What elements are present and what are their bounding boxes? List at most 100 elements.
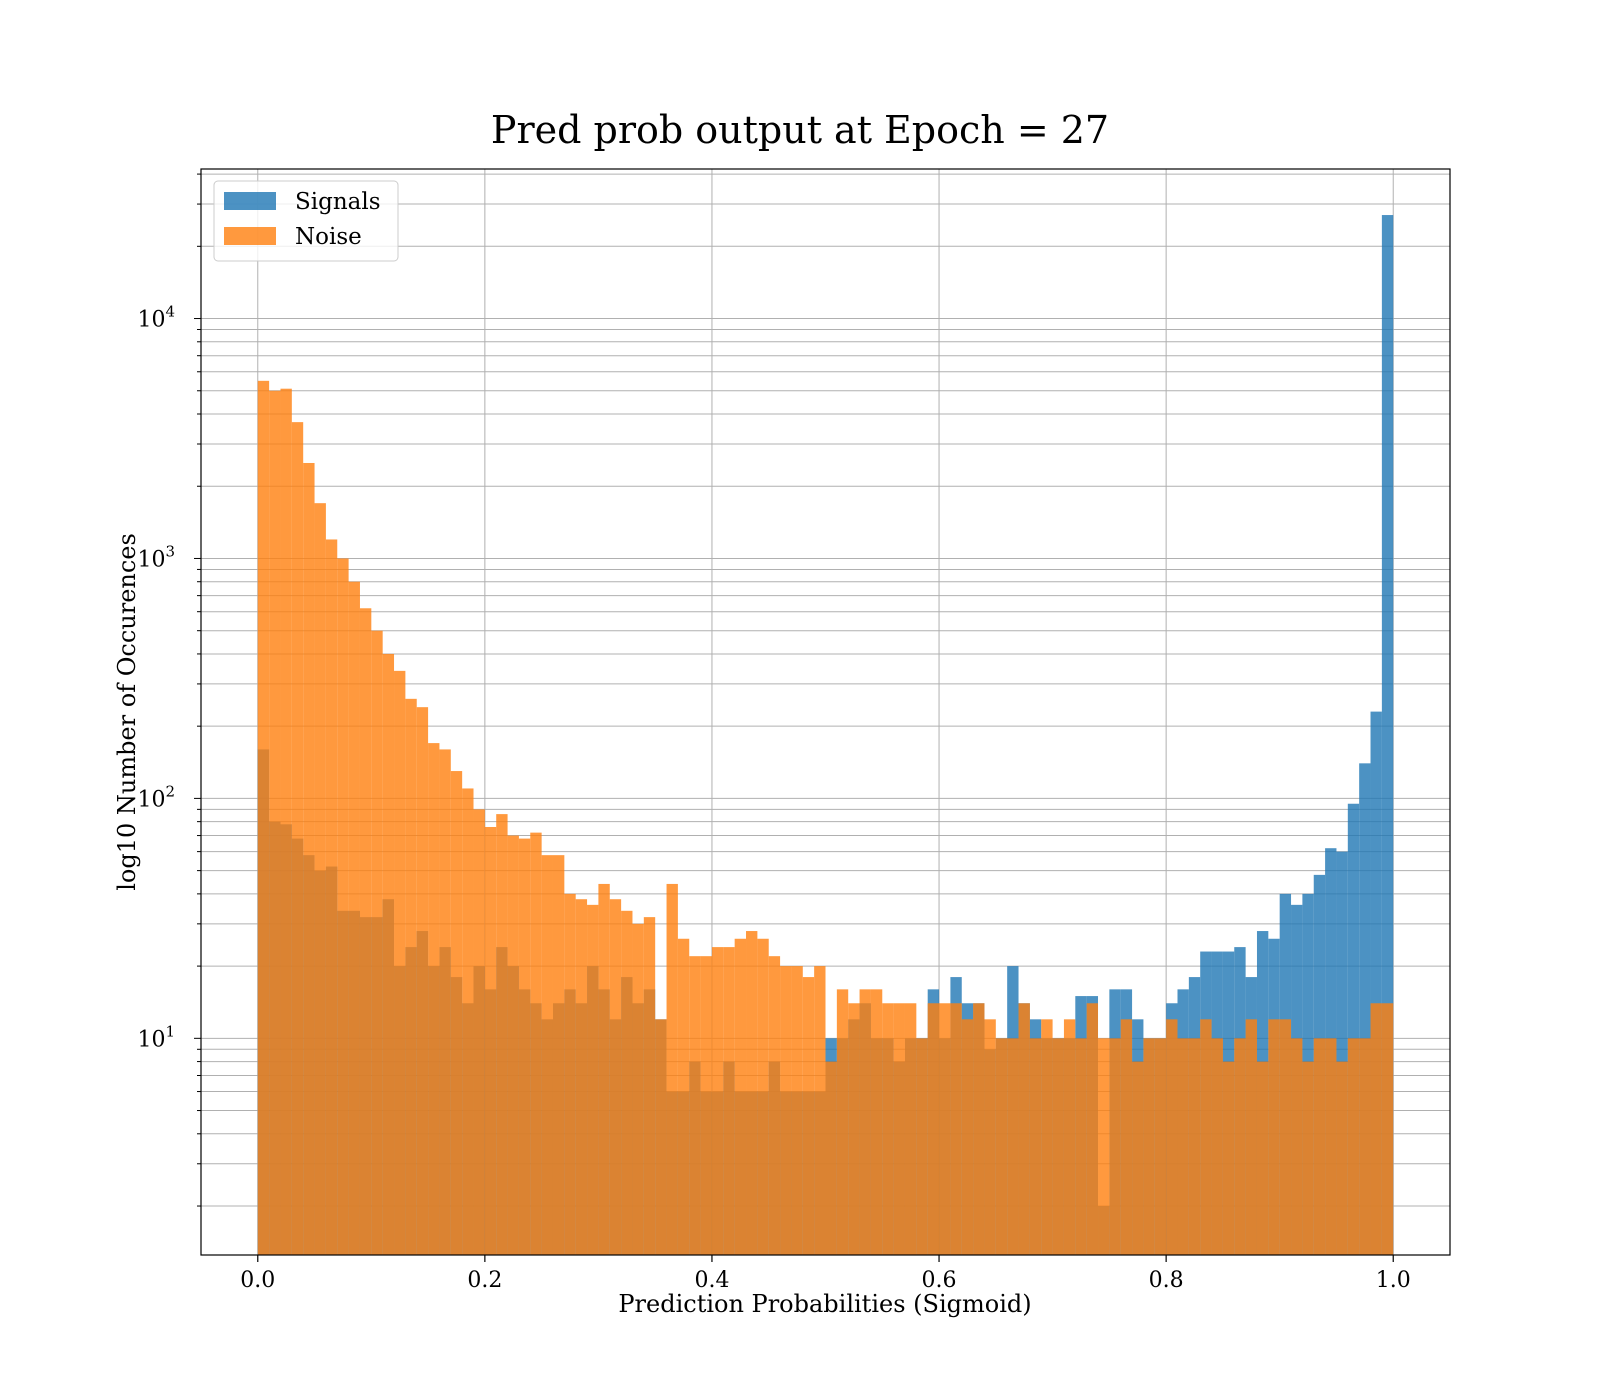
noise-bar — [280, 388, 292, 1255]
noise-bar — [870, 989, 883, 1255]
noise-bar — [757, 938, 769, 1255]
noise-bar — [1166, 1019, 1178, 1255]
noise-bar — [405, 698, 417, 1255]
noise-bar — [1336, 1061, 1348, 1255]
noise-bar — [893, 1003, 905, 1255]
y-tick-label: 101 — [137, 1022, 175, 1052]
noise-bar — [269, 390, 281, 1256]
x-tick-label: 0.4 — [694, 1268, 729, 1293]
signals-bar — [1370, 711, 1382, 1255]
noise-bar — [1381, 1003, 1394, 1255]
noise-bar — [859, 989, 871, 1255]
noise-bar — [1098, 1038, 1110, 1255]
noise-bar — [1347, 1038, 1360, 1255]
noise-bar — [564, 893, 576, 1255]
x-tick-label: 0.2 — [467, 1268, 502, 1293]
noise-bar — [428, 743, 440, 1255]
y-tick-label: 103 — [137, 542, 175, 572]
noise-bar — [552, 855, 565, 1255]
noise-bar — [359, 608, 372, 1255]
x-tick-label: 1.0 — [1376, 1268, 1411, 1293]
noise-bar — [973, 1003, 985, 1255]
signals-bar — [1336, 851, 1348, 1255]
noise-bar — [462, 788, 474, 1255]
noise-bar — [291, 422, 304, 1256]
noise-bar — [1291, 1038, 1303, 1255]
legend-swatch-signals — [224, 192, 276, 210]
noise-bar — [1268, 1019, 1280, 1255]
noise-bar — [825, 1061, 837, 1255]
noise-bar — [1086, 1003, 1099, 1255]
noise-bar — [1325, 1038, 1337, 1255]
noise-bar — [1370, 1003, 1382, 1255]
noise-bar — [1007, 1038, 1019, 1255]
noise-bar — [1211, 1038, 1223, 1255]
noise-bar — [1154, 1038, 1167, 1255]
noise-bar — [1222, 1061, 1235, 1255]
chart-title: Pred prob output at Epoch = 27 — [491, 108, 1109, 152]
noise-bar — [984, 1019, 996, 1255]
legend-label-signals: Signals — [295, 189, 381, 215]
noise-bar — [814, 966, 826, 1255]
legend: Signals Noise — [213, 180, 399, 262]
noise-bar — [746, 931, 758, 1255]
y-axis-ticks: 101 102 103 104 — [137, 173, 201, 1207]
noise-bar — [780, 966, 792, 1255]
noise-bar — [995, 1038, 1008, 1255]
noise-bar — [621, 910, 633, 1255]
y-tick-label: 102 — [137, 782, 175, 812]
signals-bar — [1347, 803, 1360, 1255]
noise-bar — [1279, 1019, 1292, 1255]
noise-bar — [1109, 1038, 1121, 1255]
noise-bar — [348, 581, 360, 1255]
noise-bar — [598, 883, 610, 1255]
noise-bar — [666, 883, 678, 1255]
noise-bar — [1041, 1019, 1053, 1255]
noise-bar — [1245, 1019, 1257, 1255]
plot-frame — [200, 168, 1451, 1256]
noise-bar — [530, 832, 542, 1255]
noise-bar — [518, 838, 531, 1255]
noise-bar — [939, 1003, 951, 1255]
noise-bar — [632, 923, 644, 1255]
noise-bar — [677, 938, 690, 1255]
noise-bar — [1234, 1038, 1246, 1255]
noise-bar — [950, 1003, 962, 1255]
noise-bar — [791, 966, 803, 1255]
noise-bar — [1143, 1038, 1155, 1255]
noise-bar — [1177, 1038, 1189, 1255]
noise-bar — [394, 670, 406, 1255]
noise-bar — [382, 653, 395, 1255]
noise-bar — [314, 503, 326, 1255]
noise-bar — [439, 749, 451, 1255]
noise-bar — [848, 1003, 860, 1255]
noise-bar — [655, 1019, 667, 1255]
legend-label-noise: Noise — [295, 224, 362, 250]
noise-bar — [257, 380, 270, 1255]
x-tick-label: 0.8 — [1149, 1268, 1184, 1293]
noise-bar — [484, 826, 497, 1255]
noise-bar — [1188, 1038, 1201, 1255]
y-axis-label: log10 Number of Occurences — [113, 533, 141, 891]
noise-bar — [337, 558, 349, 1255]
noise-bar — [836, 989, 849, 1255]
noise-bar — [1256, 1061, 1269, 1255]
noise-bar — [473, 809, 485, 1255]
x-axis-label: Prediction Probabilities (Sigmoid) — [618, 1290, 1031, 1318]
legend-swatch-noise — [224, 227, 276, 245]
x-tick-label: 0.0 — [240, 1268, 275, 1293]
noise-bar — [689, 956, 701, 1255]
noise-bar — [1120, 1019, 1133, 1255]
noise-bar — [723, 947, 735, 1255]
noise-bar — [416, 707, 429, 1255]
noise-bar — [768, 956, 781, 1255]
noise-bar — [927, 1003, 940, 1255]
noise-bar — [643, 917, 656, 1255]
noise-bar — [1313, 1038, 1326, 1255]
x-axis-ticks: 0.0 0.2 0.4 0.6 0.8 1.0 — [240, 1255, 1411, 1293]
noise-bar — [1029, 1038, 1042, 1255]
noise-bar — [1063, 1019, 1076, 1255]
noise-bar — [802, 977, 815, 1255]
noise-bar — [1132, 1061, 1144, 1255]
